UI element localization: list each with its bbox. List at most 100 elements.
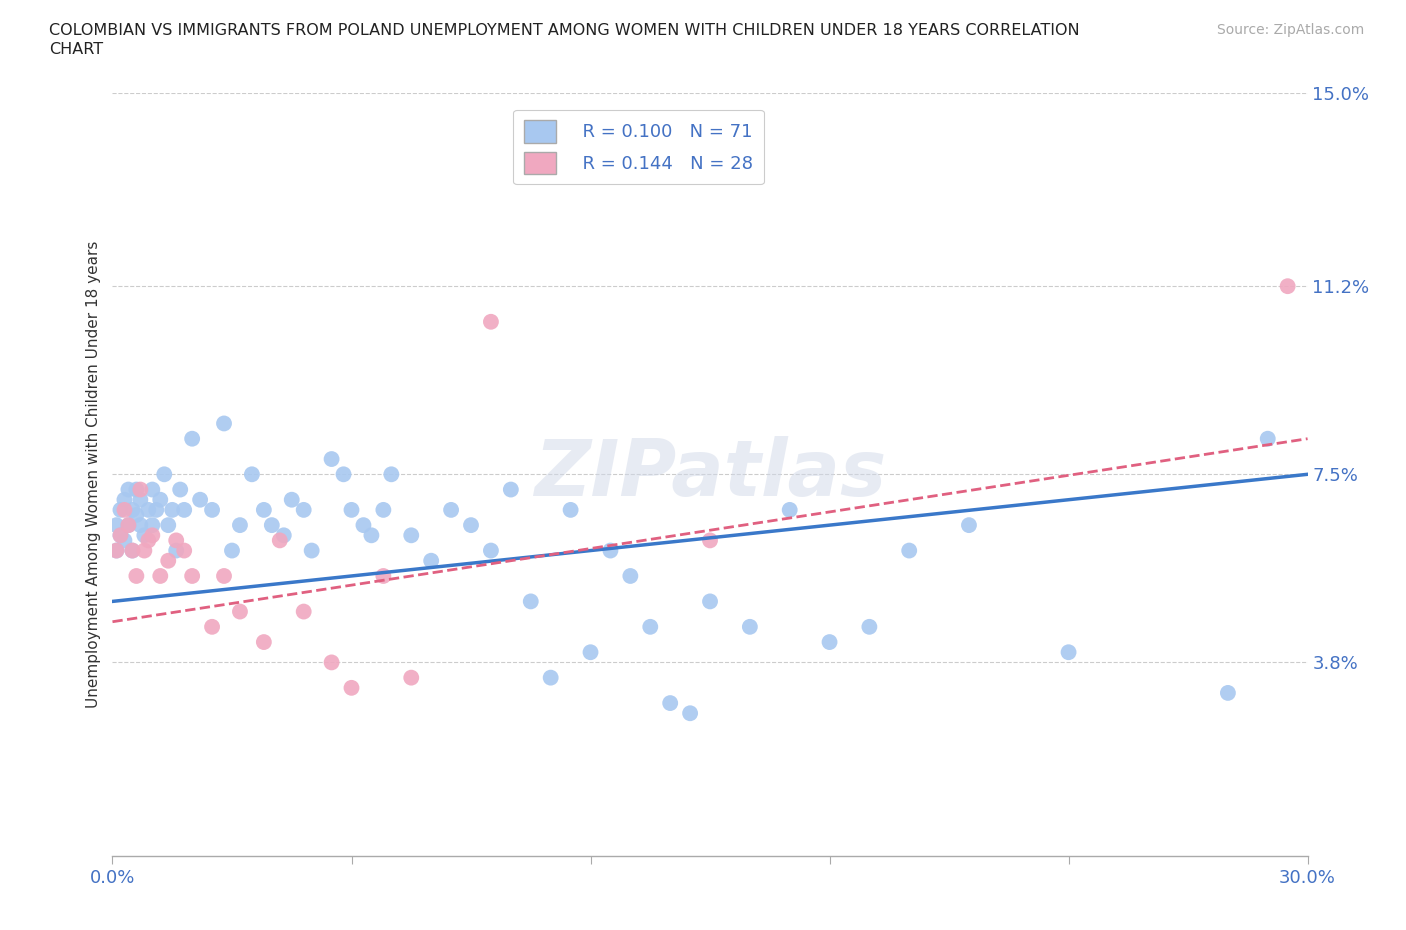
Point — [253, 634, 276, 649]
Point — [188, 492, 211, 507]
Y-axis label: Unemployment Among Women with Children Under 18 years: Unemployment Among Women with Children U… — [86, 241, 101, 708]
Point — [141, 528, 163, 543]
Point — [129, 482, 152, 497]
Point — [114, 533, 135, 548]
Point — [125, 482, 148, 497]
Point — [1277, 279, 1299, 294]
Point — [110, 528, 132, 543]
Point — [134, 543, 156, 558]
Point — [380, 467, 402, 482]
Text: CHART: CHART — [49, 42, 103, 57]
Point — [105, 543, 128, 558]
Point — [110, 502, 132, 517]
Point — [640, 619, 662, 634]
Point — [858, 619, 880, 634]
Point — [212, 568, 235, 583]
Point — [560, 502, 582, 517]
Point — [1216, 685, 1239, 700]
Point — [105, 543, 128, 558]
Text: COLOMBIAN VS IMMIGRANTS FROM POLAND UNEMPLOYMENT AMONG WOMEN WITH CHILDREN UNDER: COLOMBIAN VS IMMIGRANTS FROM POLAND UNEM… — [49, 23, 1080, 38]
Point — [121, 502, 143, 517]
Point — [332, 467, 354, 482]
Point — [540, 671, 562, 685]
Point — [117, 482, 139, 497]
Point — [1257, 432, 1279, 446]
Point — [240, 467, 263, 482]
Point — [117, 518, 139, 533]
Text: Source: ZipAtlas.com: Source: ZipAtlas.com — [1216, 23, 1364, 37]
Point — [121, 543, 143, 558]
Point — [898, 543, 921, 558]
Point — [129, 518, 152, 533]
Point — [269, 533, 291, 548]
Point — [153, 467, 176, 482]
Point — [373, 568, 395, 583]
Point — [420, 553, 443, 568]
Point — [165, 533, 187, 548]
Point — [699, 594, 721, 609]
Point — [138, 533, 160, 548]
Point — [145, 502, 167, 517]
Point — [114, 502, 135, 517]
Point — [134, 528, 156, 543]
Point — [292, 502, 315, 517]
Point — [479, 543, 502, 558]
Point — [340, 681, 363, 696]
Point — [659, 696, 682, 711]
Point — [212, 416, 235, 431]
Point — [157, 553, 180, 568]
Point — [229, 604, 252, 619]
Point — [165, 543, 187, 558]
Point — [157, 518, 180, 533]
Point — [738, 619, 761, 634]
Point — [138, 502, 160, 517]
Point — [181, 432, 204, 446]
Point — [114, 492, 135, 507]
Text: ZIPatlas: ZIPatlas — [534, 436, 886, 512]
Point — [105, 518, 128, 533]
Point — [110, 528, 132, 543]
Point — [181, 568, 204, 583]
Point — [818, 634, 841, 649]
Point — [373, 502, 395, 517]
Point — [460, 518, 482, 533]
Point — [117, 518, 139, 533]
Point — [599, 543, 621, 558]
Point — [141, 518, 163, 533]
Point — [173, 543, 195, 558]
Point — [321, 655, 343, 670]
Point — [1057, 644, 1080, 659]
Point — [479, 314, 502, 329]
Point — [201, 619, 224, 634]
Point — [679, 706, 702, 721]
Point — [301, 543, 323, 558]
Point — [520, 594, 543, 609]
Point — [321, 452, 343, 467]
Point — [401, 671, 423, 685]
Point — [221, 543, 243, 558]
Point — [149, 568, 172, 583]
Point — [360, 528, 382, 543]
Point — [779, 502, 801, 517]
Point — [173, 502, 195, 517]
Point — [957, 518, 980, 533]
Point — [162, 502, 183, 517]
Point — [253, 502, 276, 517]
Point — [440, 502, 463, 517]
Point — [401, 528, 423, 543]
Legend:   R = 0.100   N = 71,   R = 0.144   N = 28: R = 0.100 N = 71, R = 0.144 N = 28 — [513, 110, 763, 184]
Point — [281, 492, 304, 507]
Point — [260, 518, 283, 533]
Point — [340, 502, 363, 517]
Point — [201, 502, 224, 517]
Point — [141, 482, 163, 497]
Point — [121, 543, 143, 558]
Point — [353, 518, 375, 533]
Point — [125, 508, 148, 523]
Point — [292, 604, 315, 619]
Point — [619, 568, 641, 583]
Point — [273, 528, 295, 543]
Point — [169, 482, 191, 497]
Point — [699, 533, 721, 548]
Point — [579, 644, 602, 659]
